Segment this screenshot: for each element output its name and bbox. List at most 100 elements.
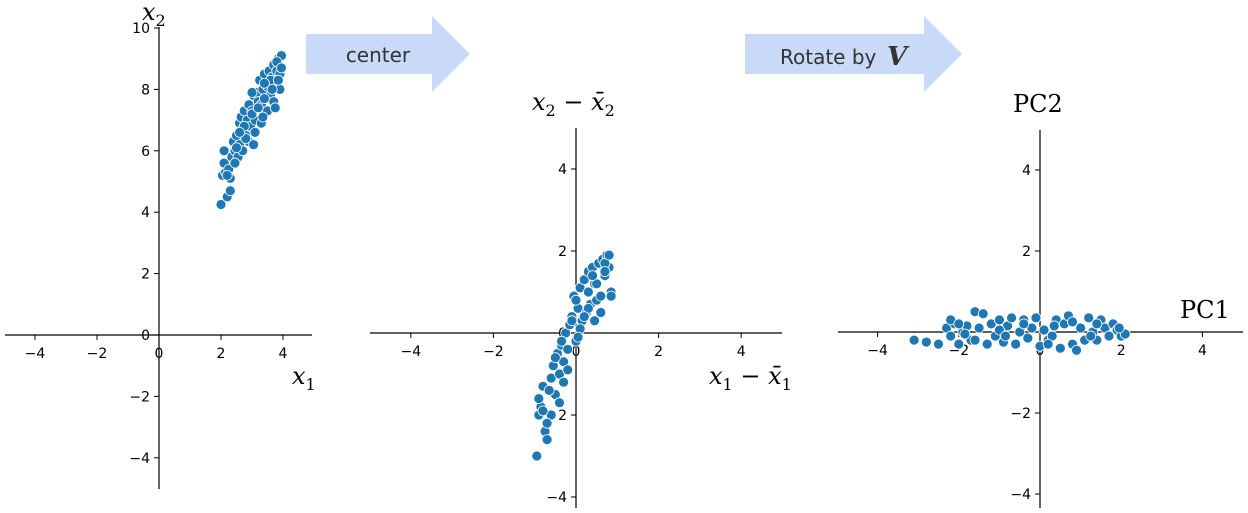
data-point (572, 331, 584, 343)
data-point (269, 102, 281, 114)
data-point (231, 142, 242, 154)
data-point (215, 199, 227, 210)
data-point (977, 308, 989, 320)
data-point (1091, 318, 1103, 330)
x-axis-label: x1 (292, 362, 316, 394)
data-point (558, 376, 570, 388)
x-axis-label: PC1 (1180, 296, 1230, 324)
x-tick-label: −4 (25, 346, 46, 362)
data-point (272, 74, 284, 86)
y-tick-label: 4 (1022, 163, 1031, 179)
y-tick-label: 0 (141, 328, 150, 344)
data-point (605, 290, 617, 302)
y-tick-label: −4 (1010, 487, 1031, 503)
rotate-arrow-shape (745, 16, 962, 92)
y-axis-label: PC2 (1013, 90, 1063, 118)
data-point (554, 397, 565, 409)
y-axis-label: x2 − x̄2 (532, 88, 615, 120)
data-point (221, 169, 233, 181)
data-point (920, 336, 932, 348)
data-point (959, 328, 971, 340)
y-tick-label: 10 (132, 21, 150, 37)
center-arrow-label: center (346, 43, 411, 67)
data-point (1042, 338, 1054, 350)
data-point (234, 126, 246, 138)
rotate-arrow: Rotate by V (745, 16, 962, 92)
y-tick-label: 8 (141, 82, 150, 98)
y-tick-label: 4 (141, 205, 150, 221)
x-tick-label: −2 (87, 346, 108, 362)
data-point (549, 352, 561, 364)
x-tick-label: 4 (1198, 343, 1207, 359)
data-point (578, 311, 590, 323)
data-point (257, 111, 269, 123)
y-tick-label: −2 (1010, 406, 1031, 422)
y-tick-label: 2 (141, 267, 150, 283)
data-point (595, 290, 607, 302)
data-point (953, 318, 965, 330)
data-point (249, 126, 261, 138)
rotate-arrow-label: Rotate by (780, 45, 877, 69)
data-point (252, 102, 264, 114)
data-point (566, 315, 578, 327)
x-tick-label: −4 (867, 343, 888, 359)
data-point (1048, 320, 1060, 332)
data-point (246, 87, 258, 98)
x-tick-label: −2 (483, 344, 504, 360)
data-point (533, 393, 545, 405)
data-point (1067, 316, 1078, 328)
data-point (981, 338, 993, 350)
data-point (973, 322, 985, 334)
data-point (945, 330, 957, 342)
data-point (531, 450, 543, 462)
data-point (266, 84, 278, 95)
data-point (599, 266, 611, 277)
data-point (258, 77, 270, 89)
data-point (248, 139, 259, 151)
data-point (1103, 330, 1115, 342)
x-tick-label: 0 (155, 346, 164, 362)
data-point (1022, 332, 1034, 344)
x-tick-label: 4 (279, 346, 288, 362)
y-tick-label: 4 (558, 162, 567, 178)
data-point (1083, 312, 1095, 324)
x-tick-label: 4 (737, 344, 746, 360)
data-point (229, 157, 241, 169)
y-tick-label: 2 (558, 244, 567, 260)
center-arrow: center (306, 16, 470, 92)
data-point (933, 338, 944, 350)
data-point (1018, 318, 1030, 330)
data-point (1071, 344, 1082, 356)
data-point (543, 384, 555, 396)
x-tick-label: −4 (400, 344, 421, 360)
data-point (556, 335, 567, 347)
data-point (562, 343, 574, 355)
data-point (603, 249, 615, 261)
data-point (541, 434, 553, 446)
y-tick-label: −2 (129, 389, 150, 405)
x-tick-label: 2 (654, 344, 663, 360)
data-point (1038, 324, 1050, 336)
data-point (258, 93, 270, 105)
data-point (1006, 312, 1017, 324)
data-point (1054, 342, 1066, 354)
data-point (589, 315, 600, 327)
x-tick-label: 2 (217, 346, 226, 362)
data-point (1113, 322, 1125, 334)
data-point (1010, 338, 1022, 350)
y-tick-label: −4 (546, 490, 567, 506)
y-axis-label: x2 (142, 0, 166, 30)
x-axis-label: x1 − x̄1 (709, 362, 792, 394)
y-tick-label: −4 (129, 451, 150, 467)
raw-data-scatter-plot: −4 −2 0 2 4 −4 −2 0 2 4 6 8 10 x1 x2 (5, 0, 316, 489)
x-tick-label: −2 (948, 343, 969, 359)
data-point (1075, 322, 1086, 334)
data-point (595, 307, 607, 318)
data-point (218, 145, 230, 157)
data-point (1000, 330, 1011, 342)
data-point (587, 270, 598, 282)
data-point (276, 62, 287, 74)
